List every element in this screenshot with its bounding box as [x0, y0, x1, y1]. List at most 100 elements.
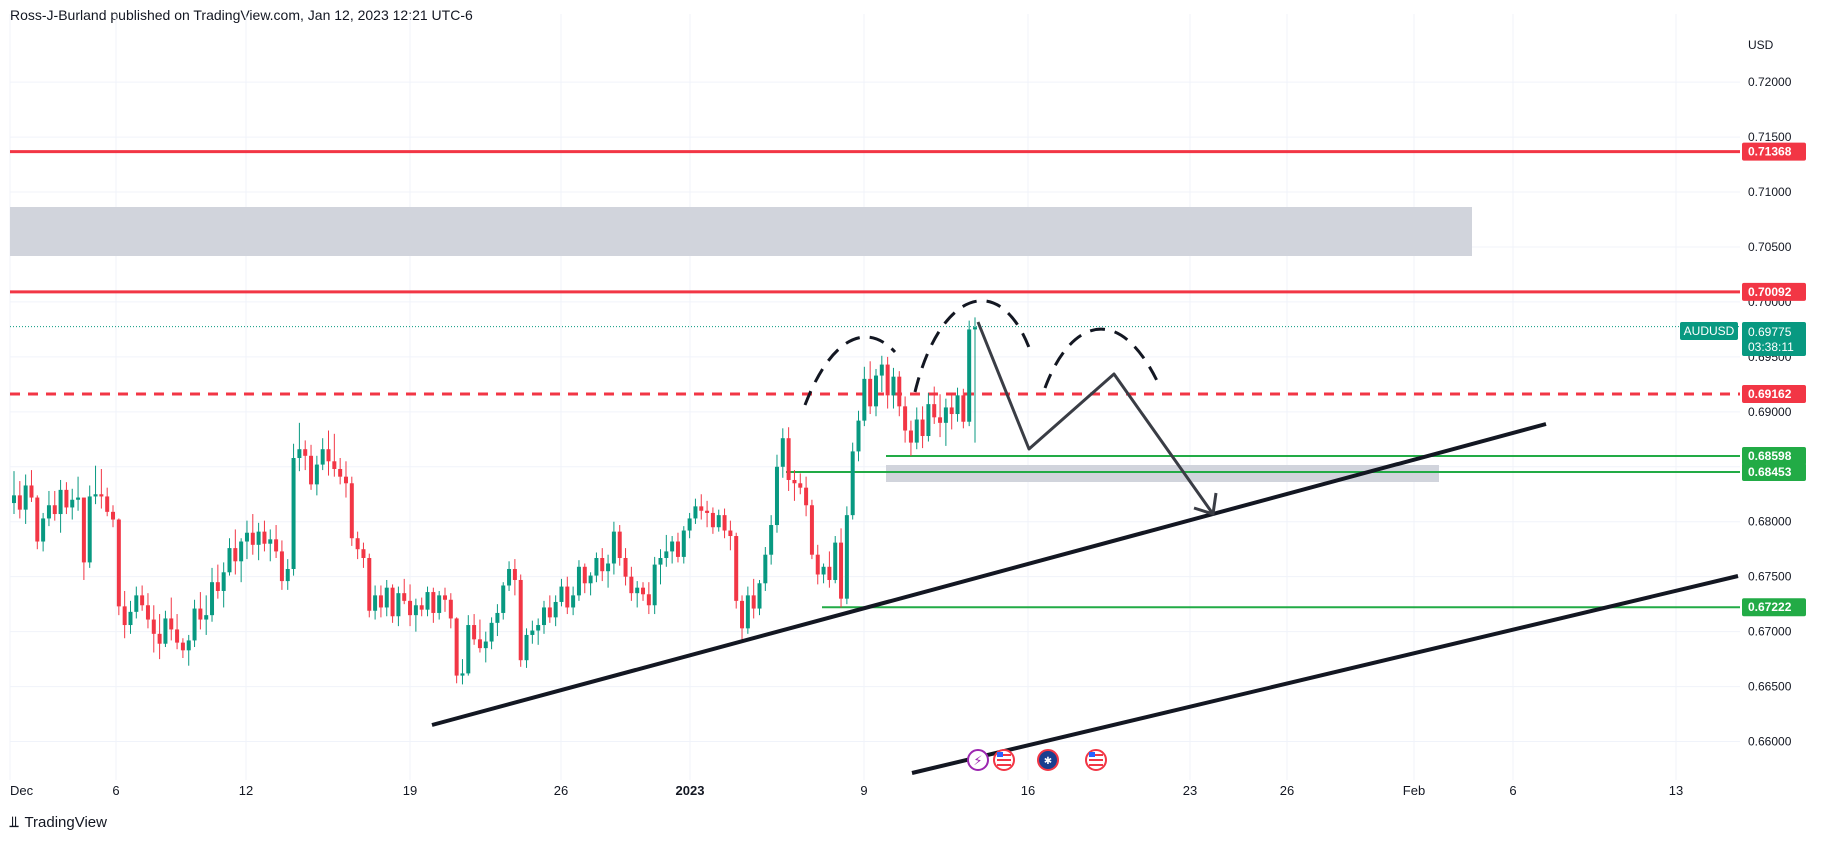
candle-body [973, 327, 977, 330]
candle-body [844, 515, 849, 599]
candle-body [297, 449, 302, 458]
candle-body [675, 541, 680, 557]
head-arc[interactable] [913, 299, 1032, 393]
candle-body [716, 515, 721, 528]
candle-body [349, 483, 354, 539]
publisher-credit: Ross-J-Burland published on TradingView.… [10, 7, 473, 23]
time-axis[interactable]: Dec 6 12 19 26 2023 9 16 23 26 Feb 6 13 [10, 783, 1683, 798]
candle-body [244, 532, 249, 542]
candle-body [489, 622, 494, 642]
candle-body [460, 673, 465, 676]
candle-body [338, 468, 343, 477]
tradingview-footer[interactable]: ⫫ TradingView [10, 813, 107, 831]
candle-body [617, 531, 622, 559]
candle-body [885, 364, 890, 396]
left-shoulder-arc[interactable] [803, 335, 897, 406]
candle-body [646, 594, 651, 606]
candle-body [221, 572, 226, 591]
candle-body [163, 618, 168, 644]
candle-body [466, 625, 471, 674]
candle-body [705, 510, 710, 513]
candle-body [373, 595, 378, 611]
rising-trendline-lower[interactable] [911, 574, 1739, 775]
candle-body [64, 489, 69, 508]
candle-body [763, 554, 768, 584]
candle-body [512, 568, 517, 580]
candle-body [408, 600, 413, 616]
drawings [431, 299, 1739, 775]
projected-path-arrowhead [1193, 492, 1218, 516]
time-tick-label: 23 [1183, 783, 1197, 798]
rising-trendline-upper[interactable] [431, 422, 1547, 727]
candle-body [29, 485, 34, 498]
candle-body [17, 495, 22, 510]
candle-body [955, 395, 960, 415]
candle-body [314, 464, 319, 485]
event-icons[interactable]: ⚡ ✱ [967, 749, 1107, 771]
candle-body [641, 587, 646, 595]
level-label-box [1742, 282, 1806, 301]
candle-body [233, 548, 238, 562]
candle-body [309, 455, 314, 485]
candle-body [285, 568, 290, 582]
symbol-tag [1680, 322, 1738, 340]
us-flag-event-icon-2[interactable] [1085, 749, 1107, 771]
candle-body [256, 531, 261, 545]
lightning-event-icon[interactable]: ⚡ [967, 749, 989, 771]
candle-body [868, 378, 873, 407]
candle-body [920, 419, 925, 437]
candle-body [303, 449, 308, 456]
us-flag-event-icon[interactable] [993, 749, 1015, 771]
candle-body [279, 551, 284, 582]
candle-body [565, 586, 570, 608]
candle-body [23, 485, 28, 510]
candle-body [175, 629, 180, 643]
time-tick-label: 19 [403, 783, 417, 798]
candle-body [524, 634, 529, 661]
candle-body [769, 525, 774, 555]
candle-body [815, 554, 820, 575]
candle-body [827, 566, 832, 580]
candle-body [425, 592, 430, 610]
candle-body [606, 563, 611, 572]
price-tick-label: 0.66000 [1748, 735, 1792, 749]
candle-body [576, 566, 581, 596]
candle-body [151, 619, 156, 634]
candle-body [751, 595, 756, 609]
candle-body [903, 406, 908, 431]
candle-body [943, 407, 948, 423]
right-shoulder-arc[interactable] [1043, 327, 1162, 389]
price-tick-label: 0.67500 [1748, 570, 1792, 584]
candle-body [343, 476, 348, 484]
candle-body [594, 558, 599, 576]
svg-text:✱: ✱ [1044, 756, 1052, 767]
candle-body [670, 541, 675, 552]
candle-body [274, 539, 279, 552]
candle-body [710, 512, 715, 528]
au-flag-event-icon[interactable]: ✱ [1037, 749, 1059, 771]
candle-body [122, 606, 127, 626]
candle-body [215, 582, 220, 591]
candle-body [198, 608, 203, 620]
candle-body [111, 511, 116, 520]
candle-body [448, 599, 453, 619]
bar-countdown: 03:38:11 [1748, 340, 1794, 354]
time-tick-label: 26 [554, 783, 568, 798]
candle-body [210, 582, 215, 616]
svg-text:⚡: ⚡ [973, 754, 982, 769]
candle-body [105, 496, 110, 512]
candle-body [664, 551, 669, 559]
time-tick-label: 12 [239, 783, 253, 798]
candle-body [134, 595, 139, 612]
projected-path[interactable] [976, 321, 1215, 515]
price-tick-label: 0.70500 [1748, 240, 1792, 254]
level-label-box [1742, 142, 1806, 161]
candle-body [442, 595, 447, 600]
candle-body [897, 376, 902, 407]
price-tick-label: 0.71500 [1748, 130, 1792, 144]
candle-body [402, 593, 407, 601]
time-tick-label: 6 [112, 783, 119, 798]
time-tick-label: 13 [1669, 783, 1683, 798]
support-zone [886, 465, 1439, 482]
